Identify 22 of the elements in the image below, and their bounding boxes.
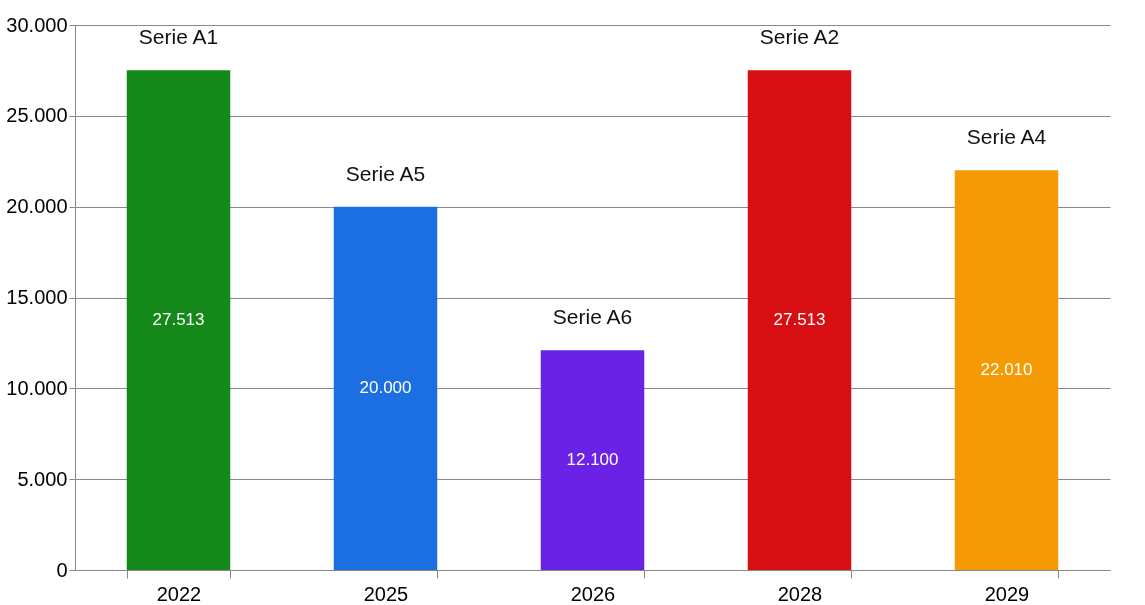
data-label: 27.513 [773,310,826,330]
y-tick-label: 5.000 [17,467,68,490]
series-label: Serie A5 [345,161,426,185]
x-tick-label: 2028 [777,582,823,605]
x-tick-label: 2029 [984,582,1030,605]
series-label: Serie A1 [138,25,219,49]
x-tick-label: 2022 [156,582,202,605]
data-label: 20.000 [359,378,412,398]
y-tick-label: 0 [56,558,68,581]
y-tick-label: 25.000 [6,104,68,127]
y-tick-label: 15.000 [6,286,68,308]
data-label: 27.513 [152,310,205,330]
x-tick-label: 2026 [570,582,616,605]
data-label: 22.010 [980,360,1033,380]
data-label: 12.100 [566,450,619,470]
series-label: Serie A2 [759,25,840,49]
series-label: Serie A4 [966,125,1047,149]
series-label: Serie A6 [552,305,633,329]
x-tick-label: 2025 [363,582,409,605]
y-tick-label: 10.000 [6,376,68,399]
y-tick-label: 20.000 [6,195,68,218]
y-tick-label: 30.000 [6,13,68,36]
